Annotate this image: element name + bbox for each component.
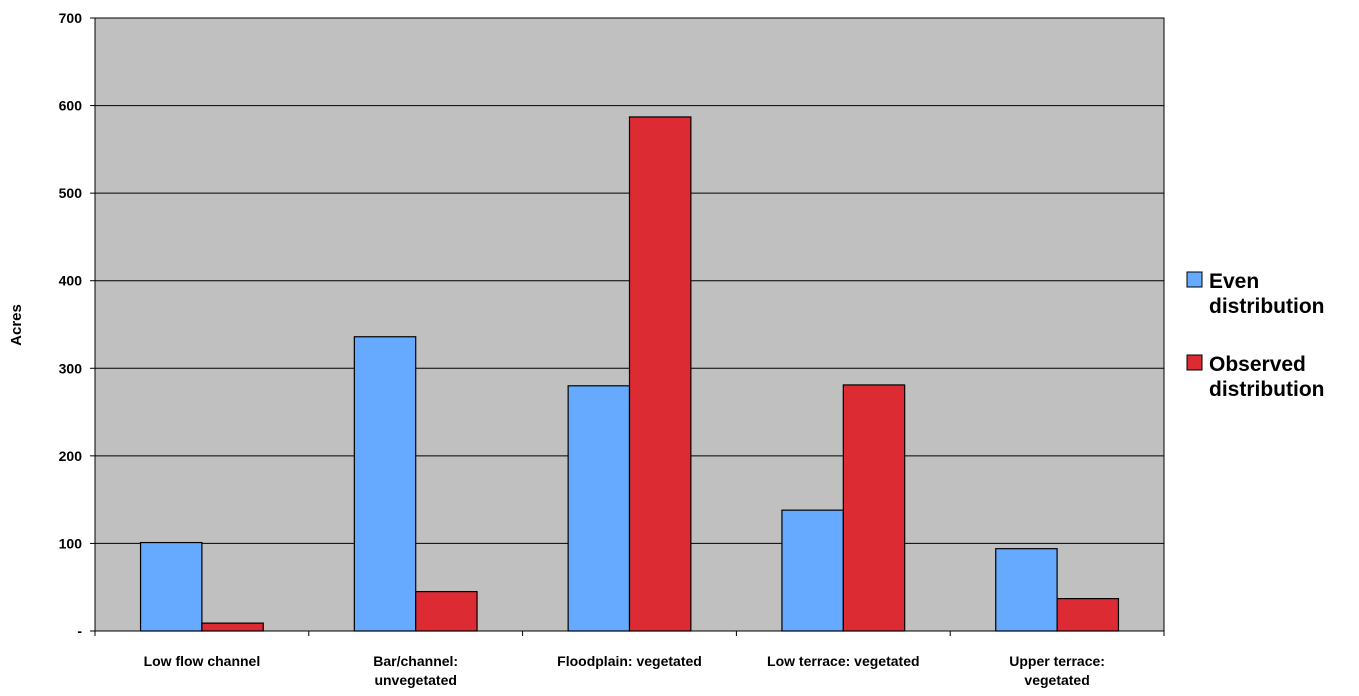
- bar-even: [139, 541, 203, 632]
- bar-even: [567, 385, 631, 632]
- x-axis: Low flow channel Bar/channel: unvegetated F…: [94, 630, 1165, 688]
- bar-even: [781, 509, 844, 632]
- y-tick-label: 200: [59, 448, 83, 464]
- bar-even: [353, 336, 417, 632]
- y-tick-label: 400: [59, 273, 83, 289]
- y-tick-label: 300: [59, 360, 83, 376]
- x-tick-label: Bar/channel: unvegetated: [373, 653, 458, 688]
- x-tick-label: Low flow channel: [144, 653, 261, 669]
- y-tick-label: -: [77, 623, 82, 639]
- legend-swatch: [1186, 354, 1203, 371]
- bar-observed: [628, 116, 692, 632]
- legend-label: Even distribution: [1209, 270, 1324, 318]
- legend-label: Observed distribution: [1209, 353, 1324, 401]
- y-tick-label: 500: [59, 185, 83, 201]
- bar-observed: [842, 384, 906, 632]
- legend-swatch: [1186, 271, 1203, 288]
- x-tick-label: Upper terrace: vegetated: [1009, 653, 1105, 688]
- y-axis: - 100 200 300 400 500 600 700: [59, 10, 96, 639]
- y-tick-label: 700: [59, 10, 83, 26]
- bar-observed: [415, 590, 478, 632]
- bar-even: [995, 548, 1058, 632]
- legend: Even distribution Observed distribution: [1186, 270, 1324, 401]
- x-tick-label: Low terrace: vegetated: [767, 653, 920, 669]
- y-axis-title: Acres: [8, 304, 25, 346]
- bar-observed: [1056, 597, 1120, 632]
- y-tick-label: 100: [59, 535, 83, 551]
- bar-observed: [201, 622, 264, 632]
- y-tick-label: 600: [59, 98, 83, 114]
- bars: [139, 116, 1120, 632]
- x-tick-label: Floodplain: vegetated: [557, 653, 702, 669]
